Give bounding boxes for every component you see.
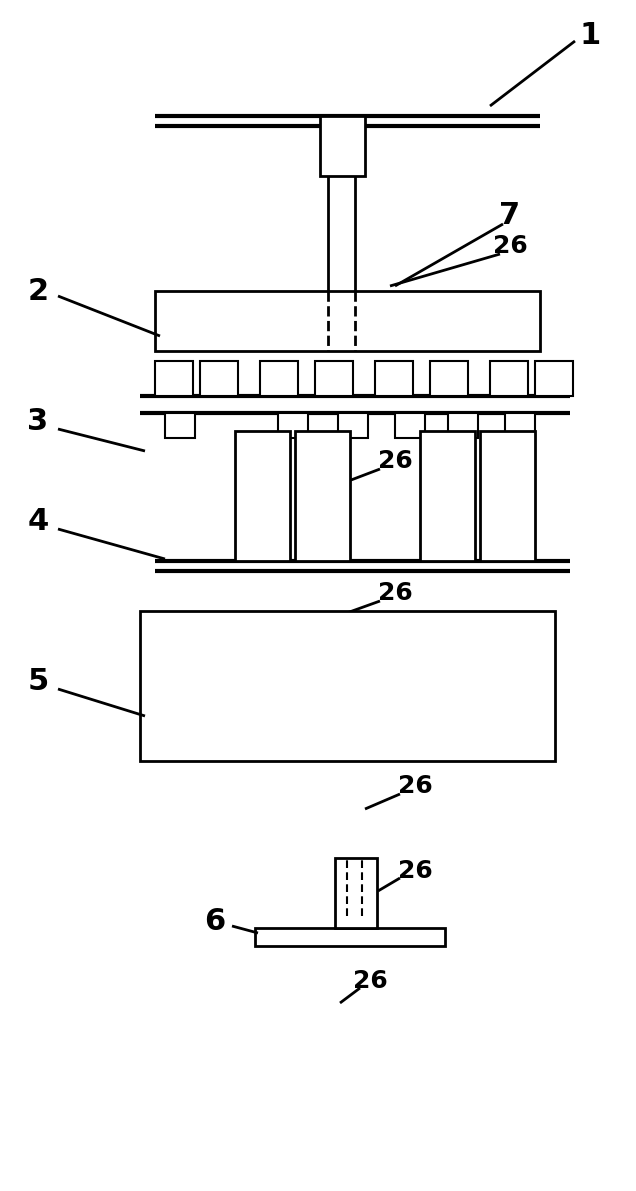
Text: 26: 26 xyxy=(398,774,432,798)
Bar xyxy=(335,858,377,928)
Bar xyxy=(395,413,425,438)
Text: 3: 3 xyxy=(27,406,48,436)
Bar xyxy=(430,361,468,395)
Text: 26: 26 xyxy=(352,969,387,993)
Text: 2: 2 xyxy=(27,276,48,306)
Bar xyxy=(480,431,535,561)
Bar xyxy=(235,431,290,561)
Bar xyxy=(315,361,353,395)
Bar xyxy=(490,361,528,395)
Bar xyxy=(155,361,193,395)
Bar xyxy=(278,413,308,438)
Bar xyxy=(535,361,573,395)
Text: 26: 26 xyxy=(398,859,432,883)
Bar xyxy=(200,361,238,395)
Bar xyxy=(448,413,478,438)
Text: 1: 1 xyxy=(579,21,600,50)
Text: 6: 6 xyxy=(204,906,226,935)
Text: 7: 7 xyxy=(499,201,520,231)
Bar xyxy=(338,413,368,438)
Bar xyxy=(375,361,413,395)
Bar xyxy=(165,413,195,438)
Text: 26: 26 xyxy=(493,233,527,258)
Text: 5: 5 xyxy=(27,667,48,696)
Bar xyxy=(140,611,555,761)
Bar xyxy=(255,928,445,946)
Bar xyxy=(420,431,475,561)
Text: 26: 26 xyxy=(378,581,412,605)
Bar xyxy=(155,291,540,351)
Bar xyxy=(320,116,365,176)
Bar xyxy=(260,361,298,395)
Bar xyxy=(295,431,350,561)
Text: 26: 26 xyxy=(378,449,412,473)
Bar xyxy=(505,413,535,438)
Text: 4: 4 xyxy=(27,506,48,536)
